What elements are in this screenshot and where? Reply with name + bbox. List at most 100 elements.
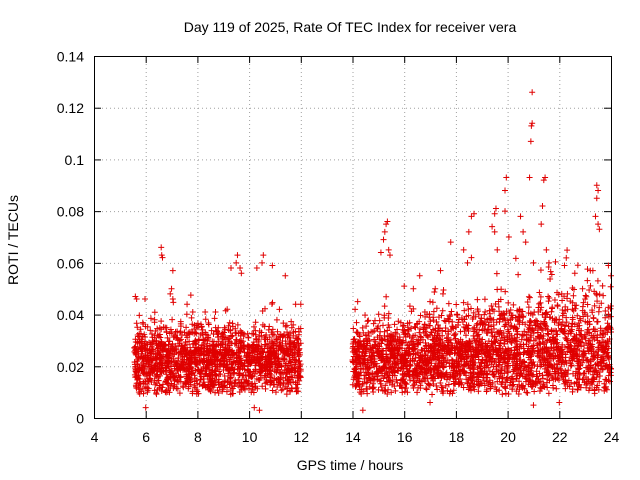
data-point <box>386 252 393 259</box>
data-point <box>288 324 295 331</box>
data-point <box>283 391 290 398</box>
data-point <box>571 270 578 277</box>
data-point <box>543 246 550 253</box>
data-point <box>189 308 196 315</box>
data-point <box>507 307 514 314</box>
data-point <box>381 312 388 319</box>
data-point <box>439 290 446 297</box>
data-point <box>501 355 508 362</box>
data-point <box>169 340 176 347</box>
data-point <box>593 195 600 202</box>
data-point <box>140 320 147 327</box>
data-point <box>556 399 563 406</box>
data-point <box>353 329 360 336</box>
data-point <box>245 334 252 341</box>
data-point <box>377 249 384 256</box>
data-point <box>530 259 537 266</box>
data-point <box>383 293 390 300</box>
y-tick-label: 0.12 <box>57 100 84 116</box>
data-point <box>169 316 176 323</box>
data-point <box>493 270 500 277</box>
data-point <box>276 306 283 313</box>
data-point <box>503 174 510 181</box>
data-point <box>492 205 499 212</box>
data-point <box>183 324 190 331</box>
y-axis-label: ROTI / TECUs <box>5 195 21 285</box>
data-point <box>146 339 153 346</box>
data-point <box>385 246 392 253</box>
data-point <box>465 306 472 313</box>
data-point <box>445 300 452 307</box>
data-point <box>135 389 142 396</box>
data-point <box>260 252 267 259</box>
data-point <box>236 353 243 360</box>
data-point <box>596 291 603 298</box>
data-point <box>168 285 175 292</box>
data-point <box>594 277 601 284</box>
data-point <box>496 387 503 394</box>
data-point <box>226 319 233 326</box>
data-point <box>163 329 170 336</box>
data-point <box>353 319 360 326</box>
data-point <box>430 308 437 315</box>
data-point <box>539 202 546 209</box>
data-point <box>584 266 591 273</box>
data-point <box>151 387 158 394</box>
x-tick-label: 12 <box>294 429 310 445</box>
data-point <box>222 307 229 314</box>
data-point <box>253 265 260 272</box>
data-point <box>590 314 597 321</box>
data-point <box>453 301 460 308</box>
data-point <box>215 379 222 386</box>
data-point <box>593 292 600 299</box>
data-point <box>530 402 537 409</box>
data-point <box>553 328 560 335</box>
data-point <box>365 317 372 324</box>
data-point <box>234 252 241 259</box>
data-point <box>553 385 560 392</box>
data-point <box>167 290 174 297</box>
data-point <box>527 138 534 145</box>
data-point <box>187 292 194 299</box>
data-point <box>525 293 532 300</box>
data-point <box>587 282 594 289</box>
data-point <box>354 298 361 305</box>
data-point <box>144 389 151 396</box>
data-point <box>259 259 266 266</box>
data-point <box>410 285 417 292</box>
data-point <box>376 317 383 324</box>
data-point <box>379 322 386 329</box>
x-tick-label: 4 <box>91 429 99 445</box>
data-point <box>564 247 571 254</box>
data-point <box>245 343 252 350</box>
data-point <box>375 311 382 318</box>
data-point <box>251 404 258 411</box>
data-point <box>151 309 158 316</box>
data-point <box>546 295 553 302</box>
y-tick-label: 0.1 <box>65 152 85 168</box>
data-point <box>276 333 283 340</box>
data-point <box>182 379 189 386</box>
data-point <box>278 363 285 370</box>
data-point <box>529 89 536 96</box>
data-points <box>131 89 614 414</box>
data-point <box>192 360 199 367</box>
data-point <box>489 223 496 230</box>
x-tick-label: 24 <box>604 429 620 445</box>
data-point <box>283 322 290 329</box>
x-tick-label: 18 <box>449 429 465 445</box>
data-point <box>406 303 413 310</box>
data-point <box>391 321 398 328</box>
data-point <box>280 320 287 327</box>
data-point <box>155 333 162 340</box>
y-tick-label: 0.08 <box>57 204 84 220</box>
data-point <box>221 324 228 331</box>
chart-title: Day 119 of 2025, Rate Of TEC Index for r… <box>184 19 517 35</box>
data-point <box>196 381 203 388</box>
data-point <box>393 376 400 383</box>
data-point <box>515 271 522 278</box>
data-point <box>211 315 218 322</box>
x-axis-label: GPS time / hours <box>297 457 404 473</box>
data-point <box>296 345 303 352</box>
data-point <box>520 228 527 235</box>
